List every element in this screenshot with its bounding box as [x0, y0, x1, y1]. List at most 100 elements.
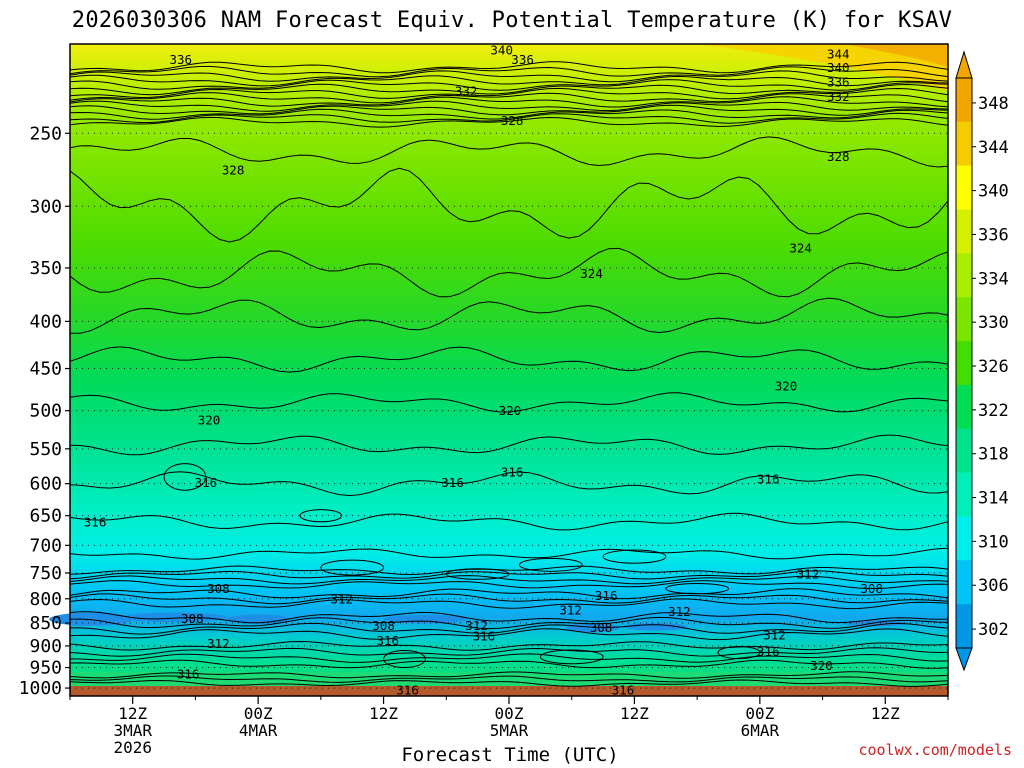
contour-line	[69, 598, 949, 610]
chart-title: 2026030306 NAM Forecast Equiv. Potential…	[71, 8, 953, 33]
pressure-gridlines	[70, 132, 948, 689]
y-tick-label: 300	[29, 196, 62, 217]
contour-label-text: 308	[860, 581, 883, 596]
contour-label-text: 320	[810, 658, 833, 673]
field-high-corner	[697, 44, 948, 92]
contour-line	[69, 79, 949, 91]
x-tick-label: 12Z	[369, 704, 398, 723]
contour-label-text: 344	[827, 46, 850, 61]
contour-label-text: 312	[668, 604, 691, 619]
contour-label: 344	[827, 46, 850, 61]
contour-line	[69, 61, 949, 74]
y-tick-label: 250	[29, 123, 62, 144]
contour-label: 308	[207, 581, 230, 596]
contour-label: 340	[827, 60, 850, 75]
contour-label-text: 316	[195, 475, 218, 490]
closed-contour	[602, 549, 667, 564]
contour-line	[69, 565, 949, 576]
contour-line	[69, 588, 949, 600]
x-tick-label: 12Z	[118, 704, 147, 723]
closed-contour	[717, 645, 761, 660]
contour-label: 328	[222, 162, 245, 177]
field-max-corner	[843, 44, 948, 68]
contour-label-text: 312	[465, 618, 488, 633]
colorbar-label: 326	[978, 357, 1009, 377]
contour-line	[70, 622, 949, 635]
closed-contour	[163, 463, 207, 491]
colorbar-label: 318	[978, 445, 1009, 465]
contour-label: 316	[757, 644, 780, 659]
contour-label-text: 308	[207, 581, 230, 596]
colorbar-swatch	[956, 428, 972, 474]
source-credit: coolwx.com/models	[858, 741, 1012, 759]
colorbar-label: 306	[978, 576, 1009, 596]
contour-label: 312	[207, 636, 230, 651]
contour-label-text: 316	[177, 666, 200, 681]
contour-label: 320	[499, 403, 522, 418]
contour-label-text: 312	[797, 567, 820, 582]
contour-line	[69, 653, 949, 663]
contour-label: 316	[396, 683, 419, 698]
colorbar-arrow-high	[955, 50, 973, 79]
contour-line	[69, 580, 949, 589]
contour-label-text: 320	[499, 403, 522, 418]
contour-label-text: 328	[827, 149, 850, 164]
colorbar-frame	[955, 77, 973, 649]
contour-label-text: 324	[789, 241, 812, 256]
y-tick-label: 950	[29, 658, 62, 679]
contour-line	[69, 547, 949, 560]
contour-line	[69, 83, 949, 96]
contour-label-text: 316	[84, 514, 107, 529]
contour-label-text: 312	[559, 603, 582, 618]
colorbar-label: 322	[978, 401, 1009, 421]
contour-label: 308	[860, 581, 883, 596]
contour-label: 308	[590, 620, 613, 635]
contour-label: 316	[441, 475, 464, 490]
contour-label: 320	[810, 658, 833, 673]
colorbar-swatch	[956, 604, 972, 649]
y-tick-label: 650	[29, 506, 62, 527]
contour-label-text: 308	[590, 620, 613, 635]
contour-label: 316	[84, 514, 107, 529]
x-tick-label: 00Z	[745, 704, 774, 723]
contour-label: 312	[465, 618, 488, 633]
contour-label-text: 340	[490, 42, 513, 57]
contour-line	[69, 100, 949, 112]
contour-label: 316	[195, 475, 218, 490]
contour-line	[69, 167, 949, 243]
colorbar-swatch	[956, 472, 972, 517]
contour-line	[69, 671, 949, 679]
contour-label: 324	[580, 266, 603, 281]
y-tick-label: 600	[29, 474, 62, 495]
contour-label: 312	[668, 604, 691, 619]
contour-line	[69, 346, 949, 373]
x-tick-label: 12Z	[871, 704, 900, 723]
colorbar-label: 310	[978, 532, 1009, 552]
y-tick-label: 800	[29, 589, 62, 610]
field-background	[70, 44, 948, 696]
contour-label: 316	[473, 629, 496, 644]
y-tick-label: 350	[29, 258, 62, 279]
closed-contour	[665, 583, 730, 595]
colorbar-label: 340	[978, 182, 1009, 202]
contour-label-text: 328	[501, 113, 524, 128]
colorbar-swatch	[956, 121, 972, 167]
colorbar-arrow-low	[955, 647, 973, 672]
contour-label-text: 316	[376, 633, 399, 648]
y-tick-label: 400	[29, 311, 62, 332]
contour-label: 316	[612, 683, 635, 698]
x-tick-label: 4MAR	[239, 721, 278, 740]
contour-line	[69, 659, 949, 669]
contour-label-text: 308	[372, 618, 395, 633]
low-theta-e-cell	[566, 623, 619, 633]
colorbar-label: 344	[978, 138, 1009, 158]
x-tick-label: 00Z	[244, 704, 273, 723]
colorbar-swatch	[956, 78, 972, 123]
contour-line	[69, 65, 949, 78]
x-tick-label: 6MAR	[741, 721, 780, 740]
contour-line	[69, 92, 949, 104]
contour-line	[69, 112, 949, 124]
contour-label: 336	[511, 52, 534, 67]
contour-label: 312	[559, 603, 582, 618]
